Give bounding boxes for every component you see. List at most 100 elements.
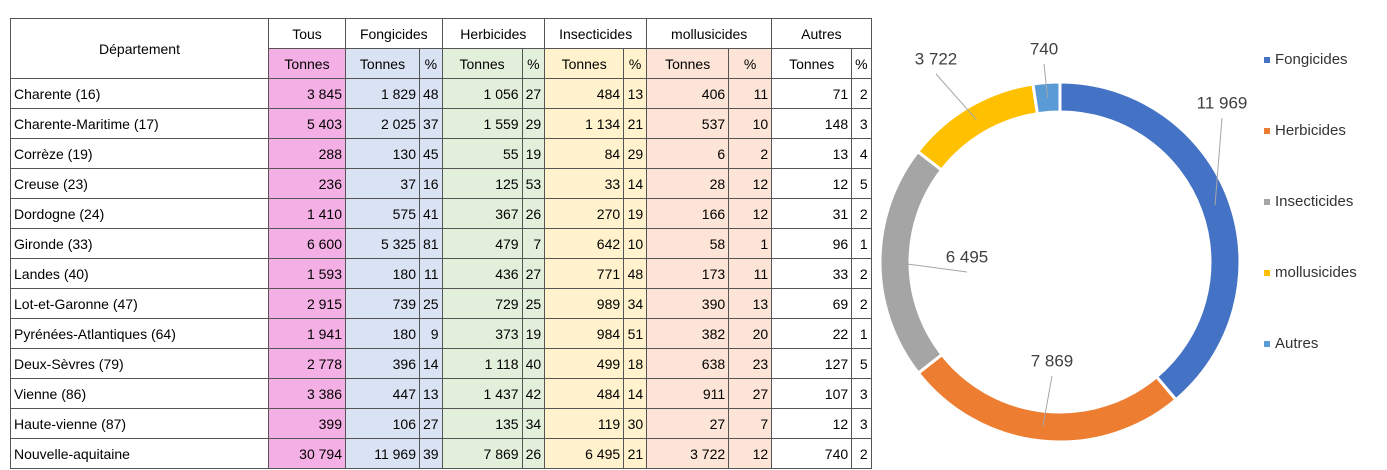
table-cell: 37 — [345, 168, 420, 199]
table-cell: 84 — [544, 138, 625, 169]
table-cell: Tonnes — [544, 48, 625, 79]
table-row: Charente-Maritime (17) 5 403 2 025 37 1 559 2… — [10, 108, 872, 139]
table-cell: 55 — [441, 138, 523, 169]
table-cell: 21 — [623, 108, 648, 139]
table-cell: 739 — [345, 288, 420, 319]
table-cell: 20 — [728, 318, 773, 349]
table-cell: Département — [10, 18, 269, 79]
table-cell: 911 — [646, 378, 730, 409]
table-cell: Gironde (33) — [10, 228, 269, 259]
table-cell: 1 829 — [345, 78, 420, 109]
data-label: 7 869 — [1031, 351, 1074, 370]
table-cell: 40 — [521, 348, 546, 379]
table-row: Vienne (86) 3 386 447 13 1 437 42 484 14 911 27 10… — [10, 378, 872, 409]
table-cell: 3 845 — [268, 78, 346, 109]
table-cell: 12 — [728, 168, 773, 199]
table-cell: 484 — [544, 78, 625, 109]
table-cell: 12 — [771, 168, 853, 199]
table-cell: 180 — [345, 258, 420, 289]
table-cell: 34 — [623, 288, 648, 319]
table-cell: % — [623, 48, 648, 79]
table-cell: Tonnes — [646, 48, 730, 79]
donut-segment — [878, 149, 945, 376]
table-cell: 1 941 — [268, 318, 346, 349]
data-label: 6 495 — [946, 247, 989, 266]
table-cell: 367 — [441, 198, 523, 229]
table-cell: 71 — [771, 78, 853, 109]
data-label: 3 722 — [915, 49, 958, 68]
table-row: Creuse (23) 236 37 16 125 53 33 14 28 12 12 5 — [10, 168, 872, 199]
legend-label: Insecticides — [1275, 193, 1353, 210]
table-cell: 42 — [521, 378, 546, 409]
table-cell: 13 — [728, 288, 773, 319]
table-cell: 10 — [623, 228, 648, 259]
table-cell: 26 — [521, 438, 546, 469]
table-cell: 12 — [728, 438, 773, 469]
table-cell: 48 — [419, 78, 443, 109]
table-cell: 11 — [728, 78, 773, 109]
table-cell: 984 — [544, 318, 625, 349]
table-cell: 396 — [345, 348, 420, 379]
table-cell: Landes (40) — [10, 258, 269, 289]
table-cell: 27 — [646, 408, 730, 439]
table-cell: 1 — [851, 318, 872, 349]
table-cell: Tonnes — [268, 48, 346, 79]
table-cell: 34 — [521, 408, 546, 439]
table-cell: Insecticides — [544, 18, 648, 49]
table-cell: 48 — [623, 258, 648, 289]
table-cell: 127 — [771, 348, 853, 379]
table-cell: 270 — [544, 198, 625, 229]
table-cell: 135 — [441, 408, 523, 439]
table-cell: 27 — [521, 258, 546, 289]
table-cell: Tonnes — [345, 48, 420, 79]
table-cell: 12 — [728, 198, 773, 229]
table-cell: 1 — [851, 228, 872, 259]
table-cell: 575 — [345, 198, 420, 229]
table-cell: 638 — [646, 348, 730, 379]
table-cell: 2 — [851, 198, 872, 229]
data-label: 740 — [1030, 39, 1058, 58]
legend-swatch — [1264, 199, 1270, 205]
table-cell: 7 — [521, 228, 546, 259]
legend-swatch — [1264, 341, 1270, 347]
table-row: Pyrénées-Atlantiques (64) 1 941 180 9 373 19 9… — [10, 318, 872, 349]
table-cell: 6 495 — [544, 438, 625, 469]
table-cell: % — [419, 48, 443, 79]
table-cell: Tous — [268, 18, 346, 49]
table-cell: 5 403 — [268, 108, 346, 139]
table-cell: 25 — [521, 288, 546, 319]
table-cell: 25 — [419, 288, 443, 319]
table-cell: 14 — [419, 348, 443, 379]
table-cell: 30 794 — [268, 438, 346, 469]
table-cell: 29 — [521, 108, 546, 139]
table-cell: 4 — [851, 138, 872, 169]
table-cell: 11 969 — [345, 438, 420, 469]
table-cell: 6 — [646, 138, 730, 169]
table-cell: 119 — [544, 408, 625, 439]
table-row: Landes (40) 1 593 180 11 436 27 771 48 173 11 33 2 — [10, 258, 872, 289]
table-cell: 106 — [345, 408, 420, 439]
table-cell: 13 — [623, 78, 648, 109]
table-cell: 37 — [419, 108, 443, 139]
table-cell: 39 — [419, 438, 443, 469]
table-cell: Dordogne (24) — [10, 198, 269, 229]
table-cell: 22 — [771, 318, 853, 349]
table-cell: 3 — [851, 408, 872, 439]
table-cell: 53 — [521, 168, 546, 199]
table-cell: 3 722 — [646, 438, 730, 469]
table-cell: 27 — [419, 408, 443, 439]
table-row: Nouvelle-aquitaine 30 794 11 969 39 7 869 26 6… — [10, 438, 872, 469]
legend-label: Herbicides — [1275, 122, 1346, 139]
table-cell: 2 915 — [268, 288, 346, 319]
table-cell: 484 — [544, 378, 625, 409]
table-cell: 236 — [268, 168, 346, 199]
table-cell: 2 — [851, 78, 872, 109]
table-cell: 26 — [521, 198, 546, 229]
table-cell: 107 — [771, 378, 853, 409]
table-cell: 148 — [771, 108, 853, 139]
table-cell: 23 — [728, 348, 773, 379]
table-cell: 2 — [851, 288, 872, 319]
table-cell: 2 — [851, 258, 872, 289]
table-row: Dordogne (24) 1 410 575 41 367 26 270 19 166 12 31… — [10, 198, 872, 229]
